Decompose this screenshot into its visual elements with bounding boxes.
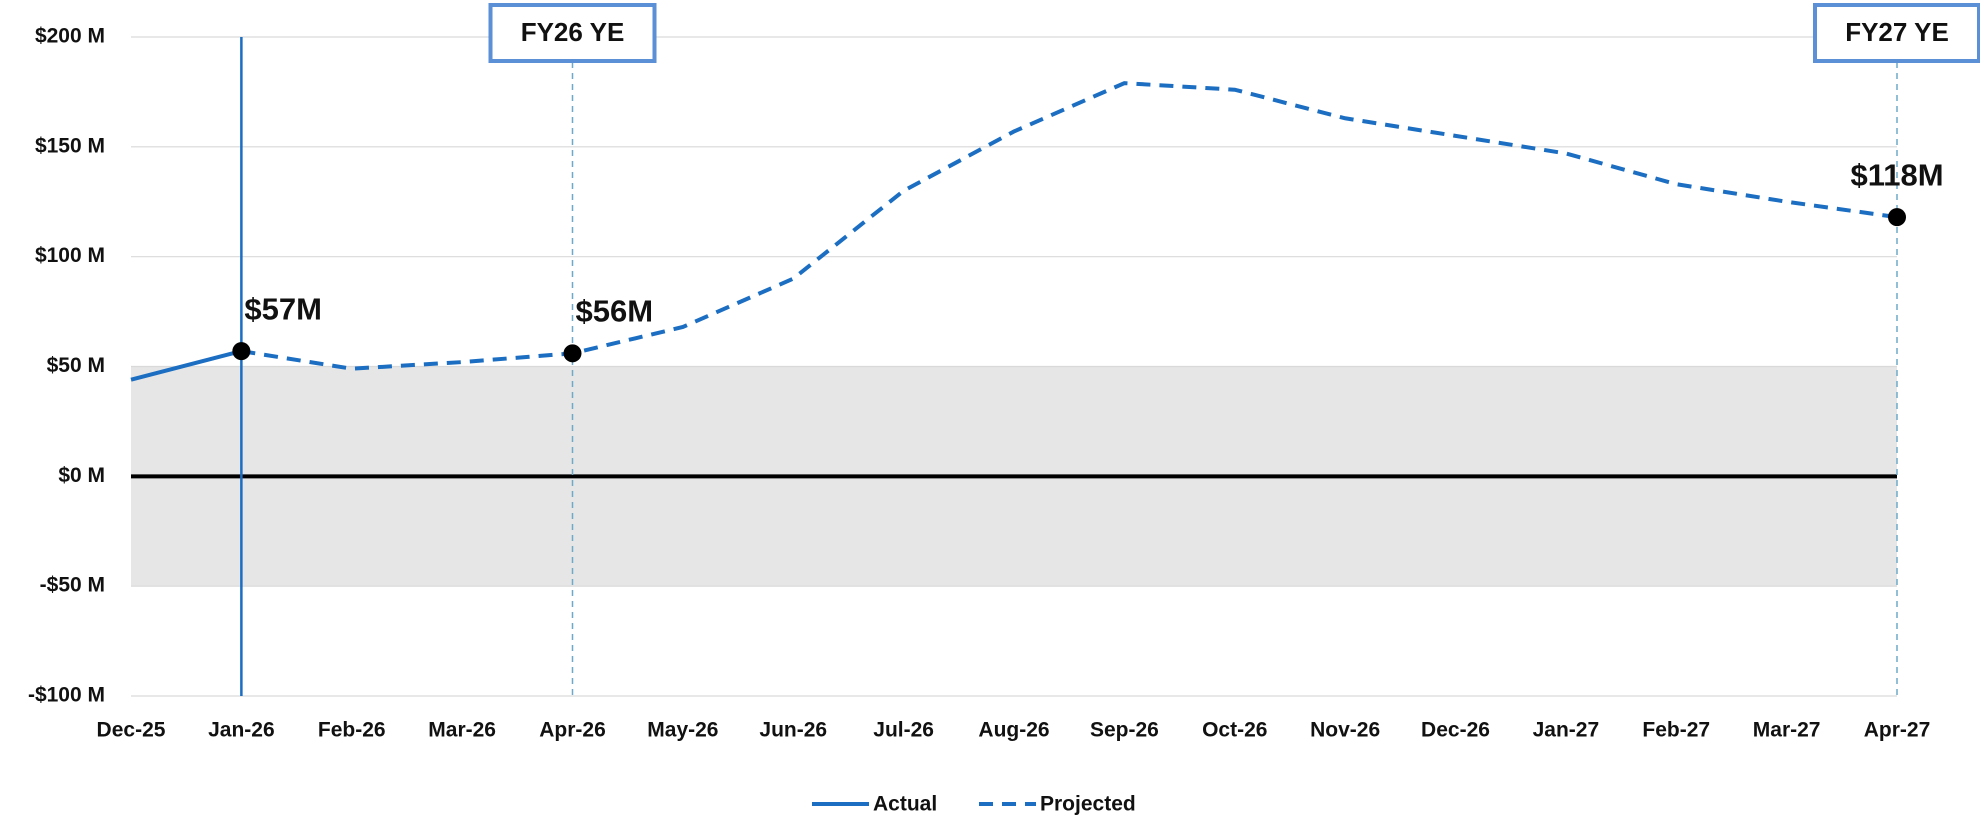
x-tick-label: Mar-27 xyxy=(1753,719,1821,742)
x-tick-label: Dec-25 xyxy=(97,719,166,742)
data-label: $56M xyxy=(576,294,654,329)
x-tick-label: May-26 xyxy=(647,719,718,742)
y-tick-label: -$50 M xyxy=(40,574,105,597)
y-tick-label: $0 M xyxy=(58,464,105,487)
annotation-box xyxy=(1813,3,1980,63)
legend-label: Actual xyxy=(873,793,937,816)
data-label: $57M xyxy=(244,291,322,326)
data-point xyxy=(232,342,251,361)
x-tick-label: Sep-26 xyxy=(1090,719,1159,742)
annotation-box xyxy=(488,3,657,63)
legend-label: Projected xyxy=(1040,793,1136,816)
x-tick-label: Nov-26 xyxy=(1310,719,1380,742)
y-tick-label: $200 M xyxy=(35,25,105,48)
annotation-text: FY26 YE xyxy=(521,17,625,47)
x-tick-label: Jul-26 xyxy=(873,719,934,742)
annotation-text: FY27 YE xyxy=(1845,17,1949,47)
data-label: $118M xyxy=(1850,157,1943,192)
x-tick-label: Apr-26 xyxy=(539,719,606,742)
x-tick-label: Feb-27 xyxy=(1642,719,1710,742)
x-tick-label: Oct-26 xyxy=(1202,719,1267,742)
x-tick-label: Feb-26 xyxy=(318,719,386,742)
y-tick-label: $50 M xyxy=(47,354,105,377)
y-tick-label: -$100 M xyxy=(28,684,105,707)
series-line xyxy=(241,81,1898,371)
series-line xyxy=(130,349,242,382)
x-tick-label: Mar-26 xyxy=(428,719,496,742)
x-tick-label: Aug-26 xyxy=(978,719,1049,742)
x-tick-label: Apr-27 xyxy=(1864,719,1931,742)
y-tick-label: $150 M xyxy=(35,134,105,157)
data-point xyxy=(1888,208,1906,227)
data-point xyxy=(563,344,582,363)
x-tick-label: Jan-26 xyxy=(208,719,275,742)
x-tick-label: Jan-27 xyxy=(1533,719,1600,742)
x-tick-label: Jun-26 xyxy=(759,719,827,742)
y-tick-label: $100 M xyxy=(35,244,105,267)
x-tick-label: Dec-26 xyxy=(1421,719,1490,742)
